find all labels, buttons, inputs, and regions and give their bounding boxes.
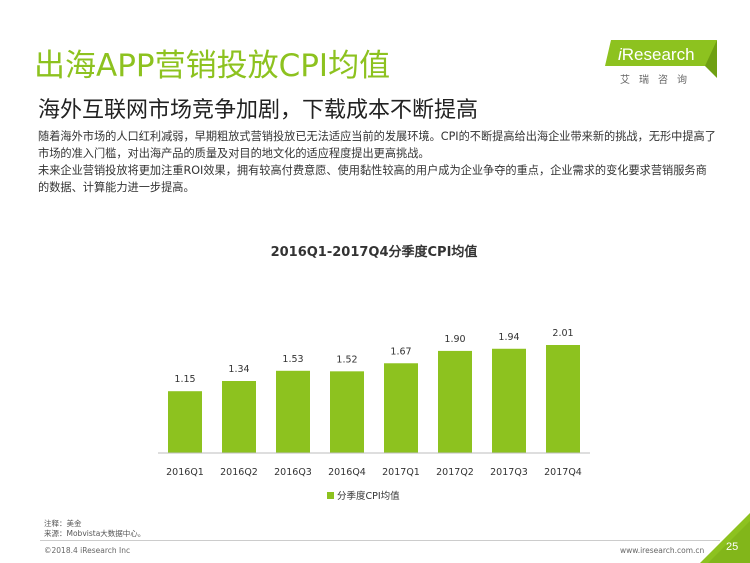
page-number: 25 <box>726 541 739 553</box>
logo-wordmark-main: Research <box>621 45 695 64</box>
footer-copyright: ©2018.4 iResearch Inc <box>44 546 131 555</box>
footer-website[interactable]: www.iresearch.com.cn <box>620 546 705 555</box>
footer-note-currency: 注释：美金 <box>44 519 82 528</box>
logo-banner-tail <box>705 40 717 78</box>
x-tick-label-2016Q4: 2016Q4 <box>328 467 366 478</box>
x-tick-label-2017Q4: 2017Q4 <box>544 467 582 478</box>
legend-label: 分季度CPI均值 <box>337 490 400 502</box>
legend-swatch <box>327 492 334 499</box>
iresearch-logo <box>605 40 717 78</box>
data-label-2016Q1: 1.15 <box>174 374 195 385</box>
data-label-2017Q2: 1.90 <box>444 334 465 345</box>
description-paragraph-1: 随着海外市场的人口红利减弱，早期粗放式营销投放已无法适应当前的发展环境。CPI的… <box>38 130 716 160</box>
x-tick-label-2017Q3: 2017Q3 <box>490 467 528 478</box>
data-label-2017Q1: 1.67 <box>390 346 411 357</box>
bar-2016Q4 <box>330 371 364 453</box>
logo-tagline: 艾瑞咨询 <box>620 75 696 86</box>
description-text: 随着海外市场的人口红利减弱，早期粗放式营销投放已无法适应当前的发展环境。CPI的… <box>38 128 716 196</box>
data-label-2016Q3: 1.53 <box>282 354 303 365</box>
data-label-2016Q2: 1.34 <box>228 364 249 375</box>
x-tick-label-2016Q3: 2016Q3 <box>274 467 312 478</box>
x-tick-label-2016Q2: 2016Q2 <box>220 467 258 478</box>
data-label-2017Q4: 2.01 <box>552 328 573 339</box>
description-paragraph-2: 未来企业营销投放将更加注重ROI效果，拥有较高付费意愿、使用黏性较高的用户成为企… <box>38 164 707 194</box>
footer-notes: 注释：美金 来源：Mobvista大数据中心。 <box>44 519 145 539</box>
logo-wordmark: iResearch <box>618 45 695 65</box>
chart-title: 2016Q1-2017Q4分季度CPI均值 <box>271 244 478 260</box>
bar-2017Q2 <box>438 350 472 453</box>
page-corner-triangle <box>700 513 750 563</box>
x-tick-label-2017Q2: 2017Q2 <box>436 467 474 478</box>
bar-2017Q3 <box>492 348 526 453</box>
page-subtitle: 海外互联网市场竞争加剧，下载成本不断提高 <box>38 98 479 123</box>
footer-note-source: 来源：Mobvista大数据中心。 <box>44 529 146 538</box>
x-tick-label-2017Q1: 2017Q1 <box>382 467 420 478</box>
page-title: 出海APP营销投放CPI均值 <box>34 48 391 84</box>
bar-2016Q2 <box>222 381 256 453</box>
x-tick-label-2016Q1: 2016Q1 <box>166 467 204 478</box>
bar-2017Q4 <box>546 345 580 453</box>
bar-2016Q3 <box>276 370 310 453</box>
footer-divider <box>40 540 720 541</box>
data-label-2016Q4: 1.52 <box>336 354 357 365</box>
bar-2017Q1 <box>384 363 418 453</box>
bar-2016Q1 <box>168 391 202 453</box>
logo-wordmark-prefix: i <box>618 45 622 64</box>
data-label-2017Q3: 1.94 <box>498 332 519 343</box>
logo-banner <box>605 40 717 66</box>
